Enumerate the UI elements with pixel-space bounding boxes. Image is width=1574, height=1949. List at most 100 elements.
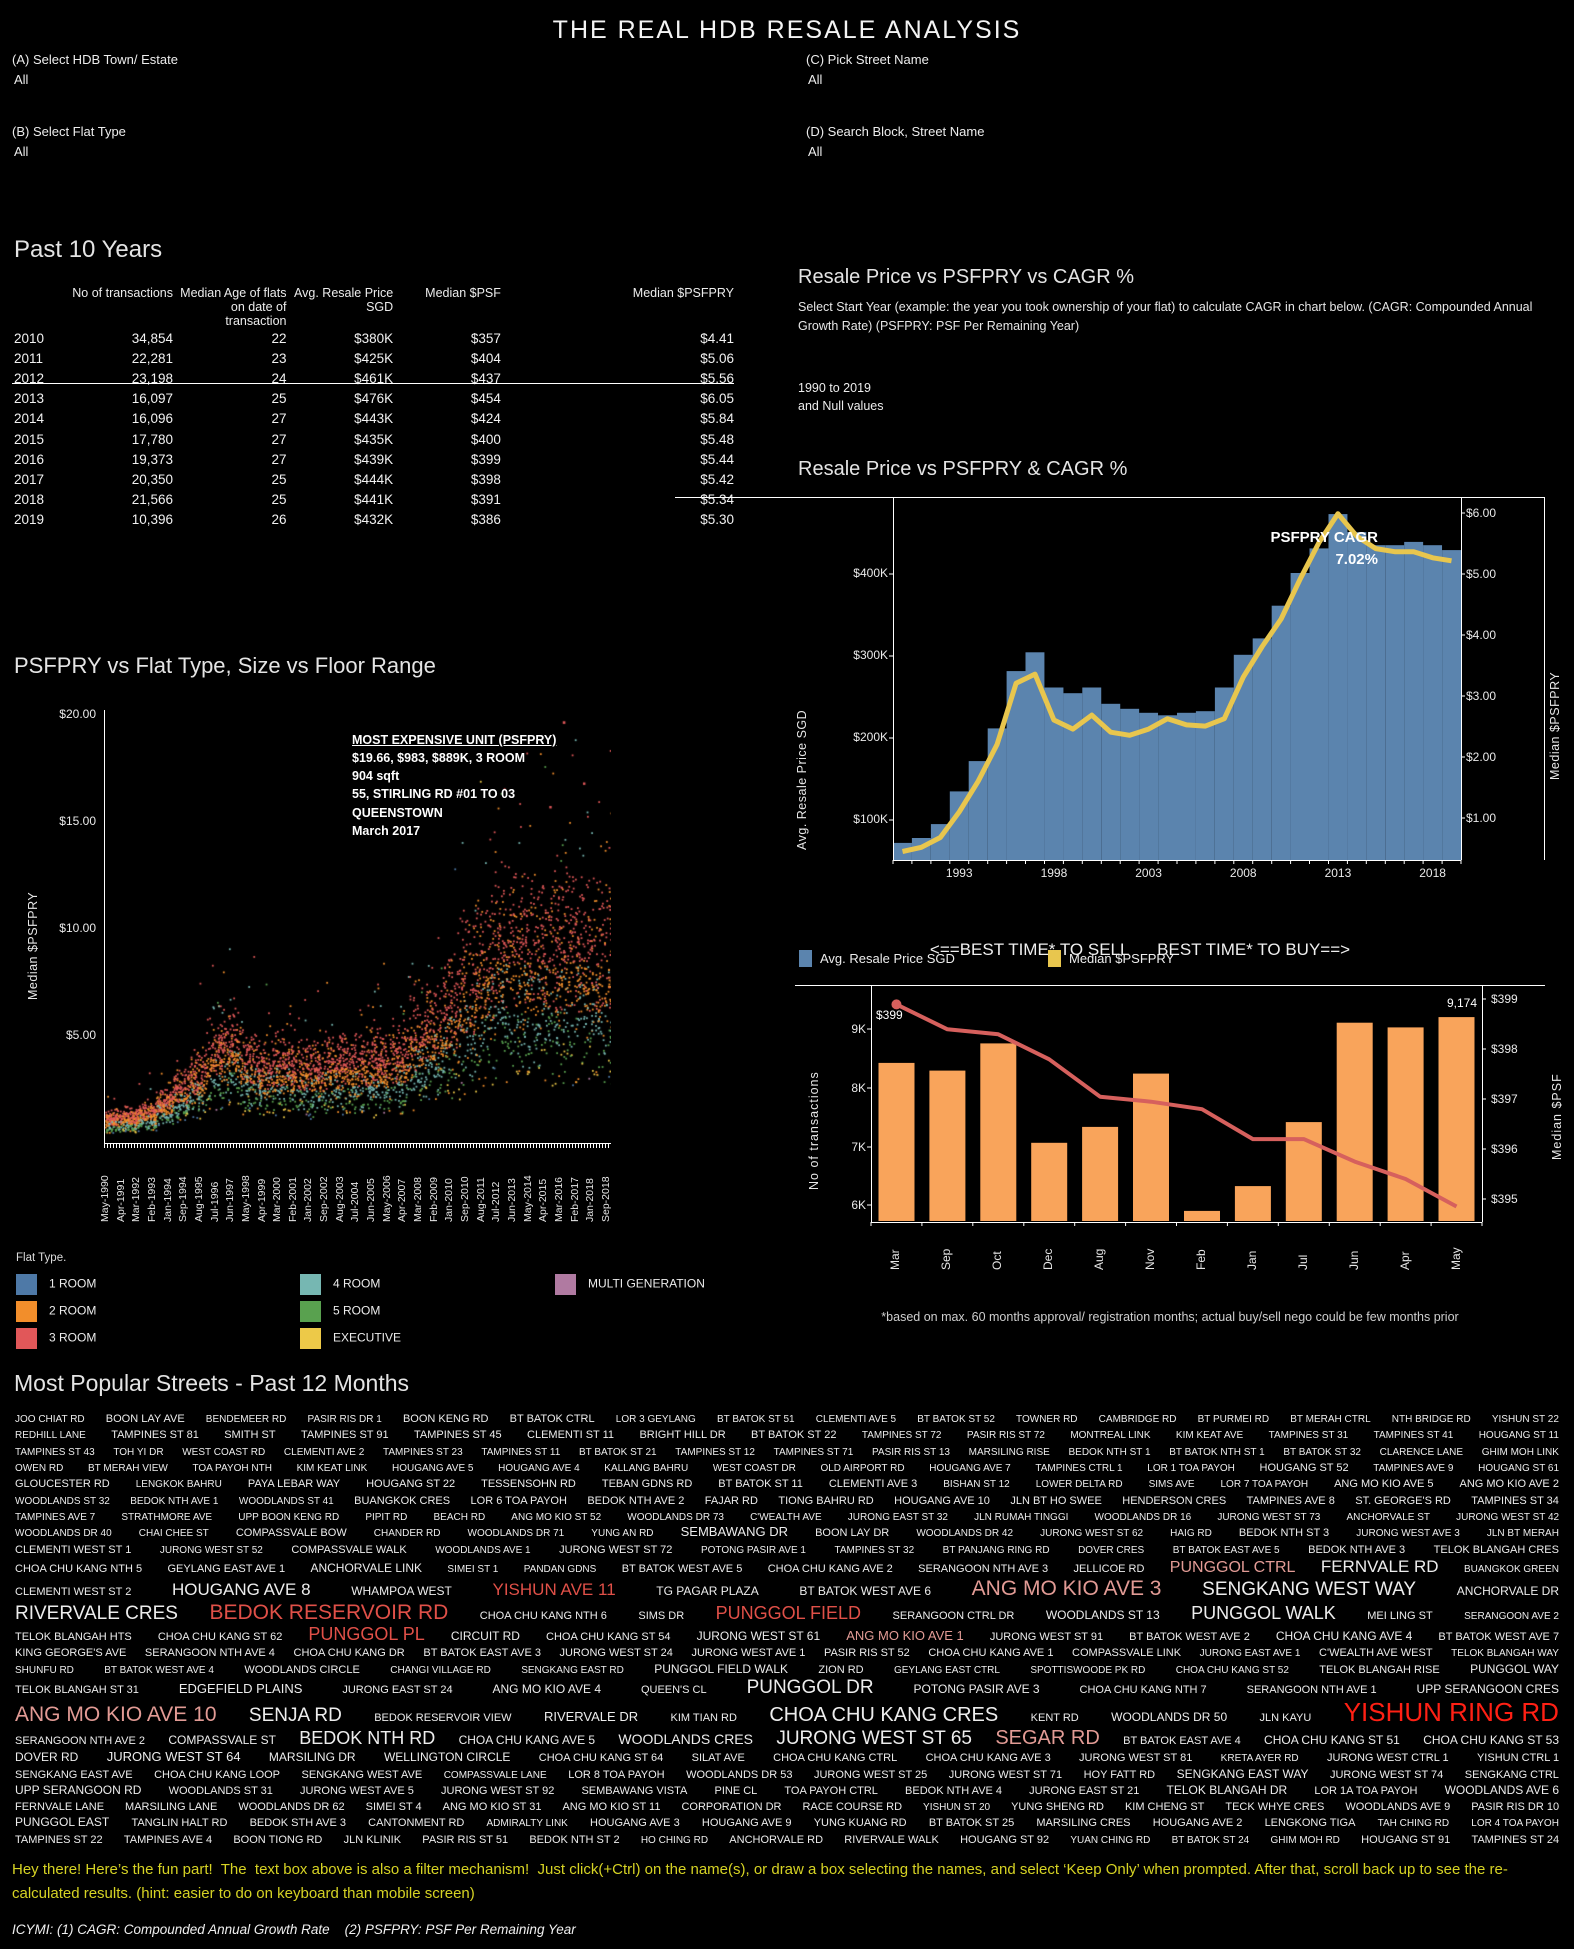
street-name[interactable]: TELOK BLANGAH ST 31 bbox=[15, 1683, 139, 1696]
street-name[interactable]: TOA PAYOH NTH bbox=[192, 1462, 272, 1474]
street-name[interactable]: BEDOK NTH ST 1 bbox=[1068, 1446, 1151, 1458]
street-name[interactable]: JURONG WEST ST 73 bbox=[1217, 1511, 1321, 1523]
street-name[interactable]: ANG MO KIO AVE 3 bbox=[971, 1577, 1162, 1601]
street-name[interactable]: PASIR RIS DR 10 bbox=[1471, 1801, 1560, 1814]
street-name[interactable]: CLEMENTI WEST ST 1 bbox=[15, 1543, 132, 1556]
street-name[interactable]: PASIR RIS ST 51 bbox=[422, 1833, 509, 1846]
street-name[interactable]: PAYA LEBAR WAY bbox=[247, 1478, 341, 1491]
table-row[interactable]: 2017 20,350 25 $444K $398 $5.42 bbox=[14, 471, 734, 487]
street-name[interactable]: KING GEORGE'S AVE bbox=[15, 1647, 127, 1660]
flat-type-legend-item[interactable]: 5 ROOM bbox=[300, 1301, 380, 1322]
street-name[interactable]: HAIG RD bbox=[1170, 1528, 1212, 1540]
street-name[interactable]: JURONG EAST ST 32 bbox=[847, 1511, 948, 1523]
street-name[interactable]: BUANGKOK CRES bbox=[354, 1494, 451, 1507]
table-row[interactable]: 2018 21,566 25 $441K $391 $5.34 bbox=[14, 492, 734, 508]
street-name[interactable]: CHAI CHEE ST bbox=[138, 1528, 209, 1540]
street-name[interactable]: MARSILING RISE bbox=[968, 1446, 1050, 1458]
street-name[interactable]: GEYLANG EAST CTRL bbox=[893, 1664, 1000, 1676]
street-name[interactable]: FERNVALE RD bbox=[1320, 1556, 1439, 1576]
street-name[interactable]: WOODLANDS AVE 1 bbox=[435, 1544, 531, 1556]
street-name[interactable]: BUANGKOK GREEN bbox=[1463, 1563, 1559, 1575]
street-name[interactable]: CHOA CHU KANG ST 52 bbox=[1175, 1664, 1289, 1676]
street-name[interactable]: TAMPINES AVE 9 bbox=[1373, 1462, 1454, 1474]
street-name[interactable]: CHOA CHU KANG NTH 6 bbox=[479, 1609, 607, 1622]
street-name[interactable]: RIVERVALE DR bbox=[543, 1709, 639, 1725]
street-name[interactable]: ANCHORVALE ST bbox=[1346, 1511, 1430, 1523]
street-name[interactable]: BEDOK STH AVE 3 bbox=[249, 1817, 346, 1830]
street-name[interactable]: SERANGOON NTH AVE 2 bbox=[15, 1734, 145, 1747]
street-name[interactable]: JURONG EAST AVE 1 bbox=[1199, 1648, 1301, 1660]
street-name[interactable]: TAMPINES ST 41 bbox=[1373, 1430, 1454, 1442]
flat-type-legend-item[interactable]: 4 ROOM bbox=[300, 1274, 380, 1295]
street-name[interactable]: BEDOK RESERVOIR VIEW bbox=[374, 1712, 512, 1725]
table-row[interactable]: 2015 17,780 27 $435K $400 $5.48 bbox=[14, 431, 734, 447]
street-name[interactable]: JLN RUMAH TINGGI bbox=[974, 1511, 1069, 1523]
street-name[interactable]: GLOUCESTER RD bbox=[15, 1478, 110, 1491]
street-name[interactable]: TAMPINES ST 91 bbox=[300, 1429, 389, 1442]
street-name[interactable]: LOR 3 GEYLANG bbox=[615, 1414, 696, 1425]
street-name[interactable]: ANG MO KIO AVE 5 bbox=[1334, 1478, 1434, 1491]
street-name[interactable]: JURONG EAST ST 24 bbox=[342, 1683, 453, 1696]
street-name[interactable]: BT BATOK WEST AVE 6 bbox=[799, 1584, 932, 1599]
street-name[interactable]: SEMBAWANG DR bbox=[680, 1524, 788, 1540]
street-name[interactable]: ANCHORVALE RD bbox=[729, 1833, 824, 1846]
street-name[interactable]: LOR 6 TOA PAYOH bbox=[470, 1494, 567, 1507]
street-name[interactable]: WOODLANDS CIRCLE bbox=[244, 1663, 360, 1676]
street-name[interactable]: YISHUN RING RD bbox=[1343, 1697, 1559, 1728]
street-name[interactable]: HOUGANG AVE 9 bbox=[701, 1817, 792, 1830]
street-name[interactable]: TAH CHING RD bbox=[1377, 1818, 1450, 1830]
street-name[interactable]: BEDOK NTH AVE 4 bbox=[905, 1784, 1003, 1797]
street-name[interactable]: SEGAR RD bbox=[995, 1726, 1100, 1749]
street-name[interactable]: WEST COAST DR bbox=[712, 1462, 796, 1474]
street-name[interactable]: ANG MO KIO AVE 1 bbox=[846, 1627, 964, 1643]
street-name[interactable]: BT BATOK EAST AVE 3 bbox=[423, 1647, 541, 1660]
street-name[interactable]: CHOA CHU KANG LOOP bbox=[154, 1768, 281, 1781]
street-name[interactable]: RIVERVALE CRES bbox=[15, 1602, 178, 1624]
street-name[interactable]: TANGLIN HALT RD bbox=[131, 1817, 228, 1830]
street-name[interactable]: TIONG BAHRU RD bbox=[778, 1494, 874, 1507]
street-name[interactable]: BT BATOK WEST AVE 5 bbox=[621, 1562, 743, 1575]
street-name[interactable]: YUNG AN RD bbox=[591, 1528, 654, 1540]
street-name[interactable]: WOODLANDS DR 42 bbox=[916, 1528, 1014, 1540]
street-name[interactable]: DOVER RD bbox=[15, 1750, 79, 1765]
street-name[interactable]: CORPORATION DR bbox=[681, 1801, 782, 1814]
street-name[interactable]: SENGKANG CTRL bbox=[1464, 1768, 1559, 1781]
street-name[interactable]: ZION RD bbox=[818, 1663, 864, 1676]
table-row[interactable]: 2014 16,096 27 $443K $424 $5.84 bbox=[14, 411, 734, 427]
street-name[interactable]: YISHUN ST 22 bbox=[1491, 1414, 1559, 1425]
street-name[interactable]: CAMBRIDGE RD bbox=[1098, 1414, 1177, 1425]
street-name[interactable]: PUNGGOL CTRL bbox=[1169, 1558, 1296, 1576]
street-name[interactable]: LOR 7 TOA PAYOH bbox=[1220, 1479, 1309, 1491]
street-name[interactable]: C'WEALTH AVE bbox=[750, 1511, 822, 1523]
street-name[interactable]: COMPASSVALE BOW bbox=[235, 1527, 347, 1540]
street-name[interactable]: TEBAN GDNS RD bbox=[601, 1478, 693, 1491]
street-name[interactable]: JURONG WEST ST 65 bbox=[776, 1727, 972, 1749]
street-name[interactable]: JURONG WEST ST 52 bbox=[159, 1544, 263, 1556]
street-name[interactable]: CHANGI VILLAGE RD bbox=[390, 1664, 491, 1676]
street-name[interactable]: TG PAGAR PLAZA bbox=[656, 1584, 759, 1599]
street-name[interactable]: TELOK BLANGAH DR bbox=[1166, 1782, 1288, 1797]
street-name[interactable]: SPOTTISWOODE PK RD bbox=[1030, 1664, 1146, 1676]
street-name[interactable]: PANDAN GDNS bbox=[523, 1563, 597, 1575]
street-name[interactable]: UPP SERANGOON RD bbox=[15, 1782, 142, 1797]
street-name[interactable]: BEDOK NTH ST 2 bbox=[529, 1833, 620, 1846]
street-name[interactable]: MEI LING ST bbox=[1367, 1609, 1433, 1622]
street-name[interactable]: BEDOK RESERVOIR RD bbox=[209, 1600, 449, 1624]
street-name[interactable]: HOUGANG ST 22 bbox=[366, 1478, 456, 1491]
street-name[interactable]: REDHILL LANE bbox=[15, 1430, 86, 1442]
street-name[interactable]: BT BATOK NTH ST 1 bbox=[1169, 1446, 1265, 1458]
street-name[interactable]: BT BATOK ST 21 bbox=[578, 1446, 657, 1458]
street-name[interactable]: KIM CHENG ST bbox=[1124, 1801, 1205, 1814]
street-name[interactable]: BT BATOK ST 22 bbox=[751, 1429, 837, 1442]
street-name[interactable]: PUNGGOL FIELD bbox=[715, 1602, 862, 1623]
street-name[interactable]: SERANGOON NTH AVE 3 bbox=[918, 1562, 1049, 1575]
street-name[interactable]: BT BATOK ST 52 bbox=[917, 1414, 995, 1425]
street-name[interactable]: HOUGANG AVE 4 bbox=[498, 1462, 580, 1474]
street-name[interactable]: PUNGGOL EAST bbox=[15, 1815, 110, 1830]
street-name[interactable]: HOUGANG AVE 8 bbox=[171, 1580, 311, 1600]
street-name[interactable]: SIMS DR bbox=[638, 1609, 685, 1622]
street-name[interactable]: TAMPINES AVE 7 bbox=[15, 1511, 96, 1523]
street-name[interactable]: HOY FATT RD bbox=[1083, 1768, 1156, 1781]
street-name[interactable]: TAMPINES AVE 8 bbox=[1246, 1494, 1335, 1507]
street-name[interactable]: SERANGOON AVE 2 bbox=[1464, 1610, 1559, 1622]
